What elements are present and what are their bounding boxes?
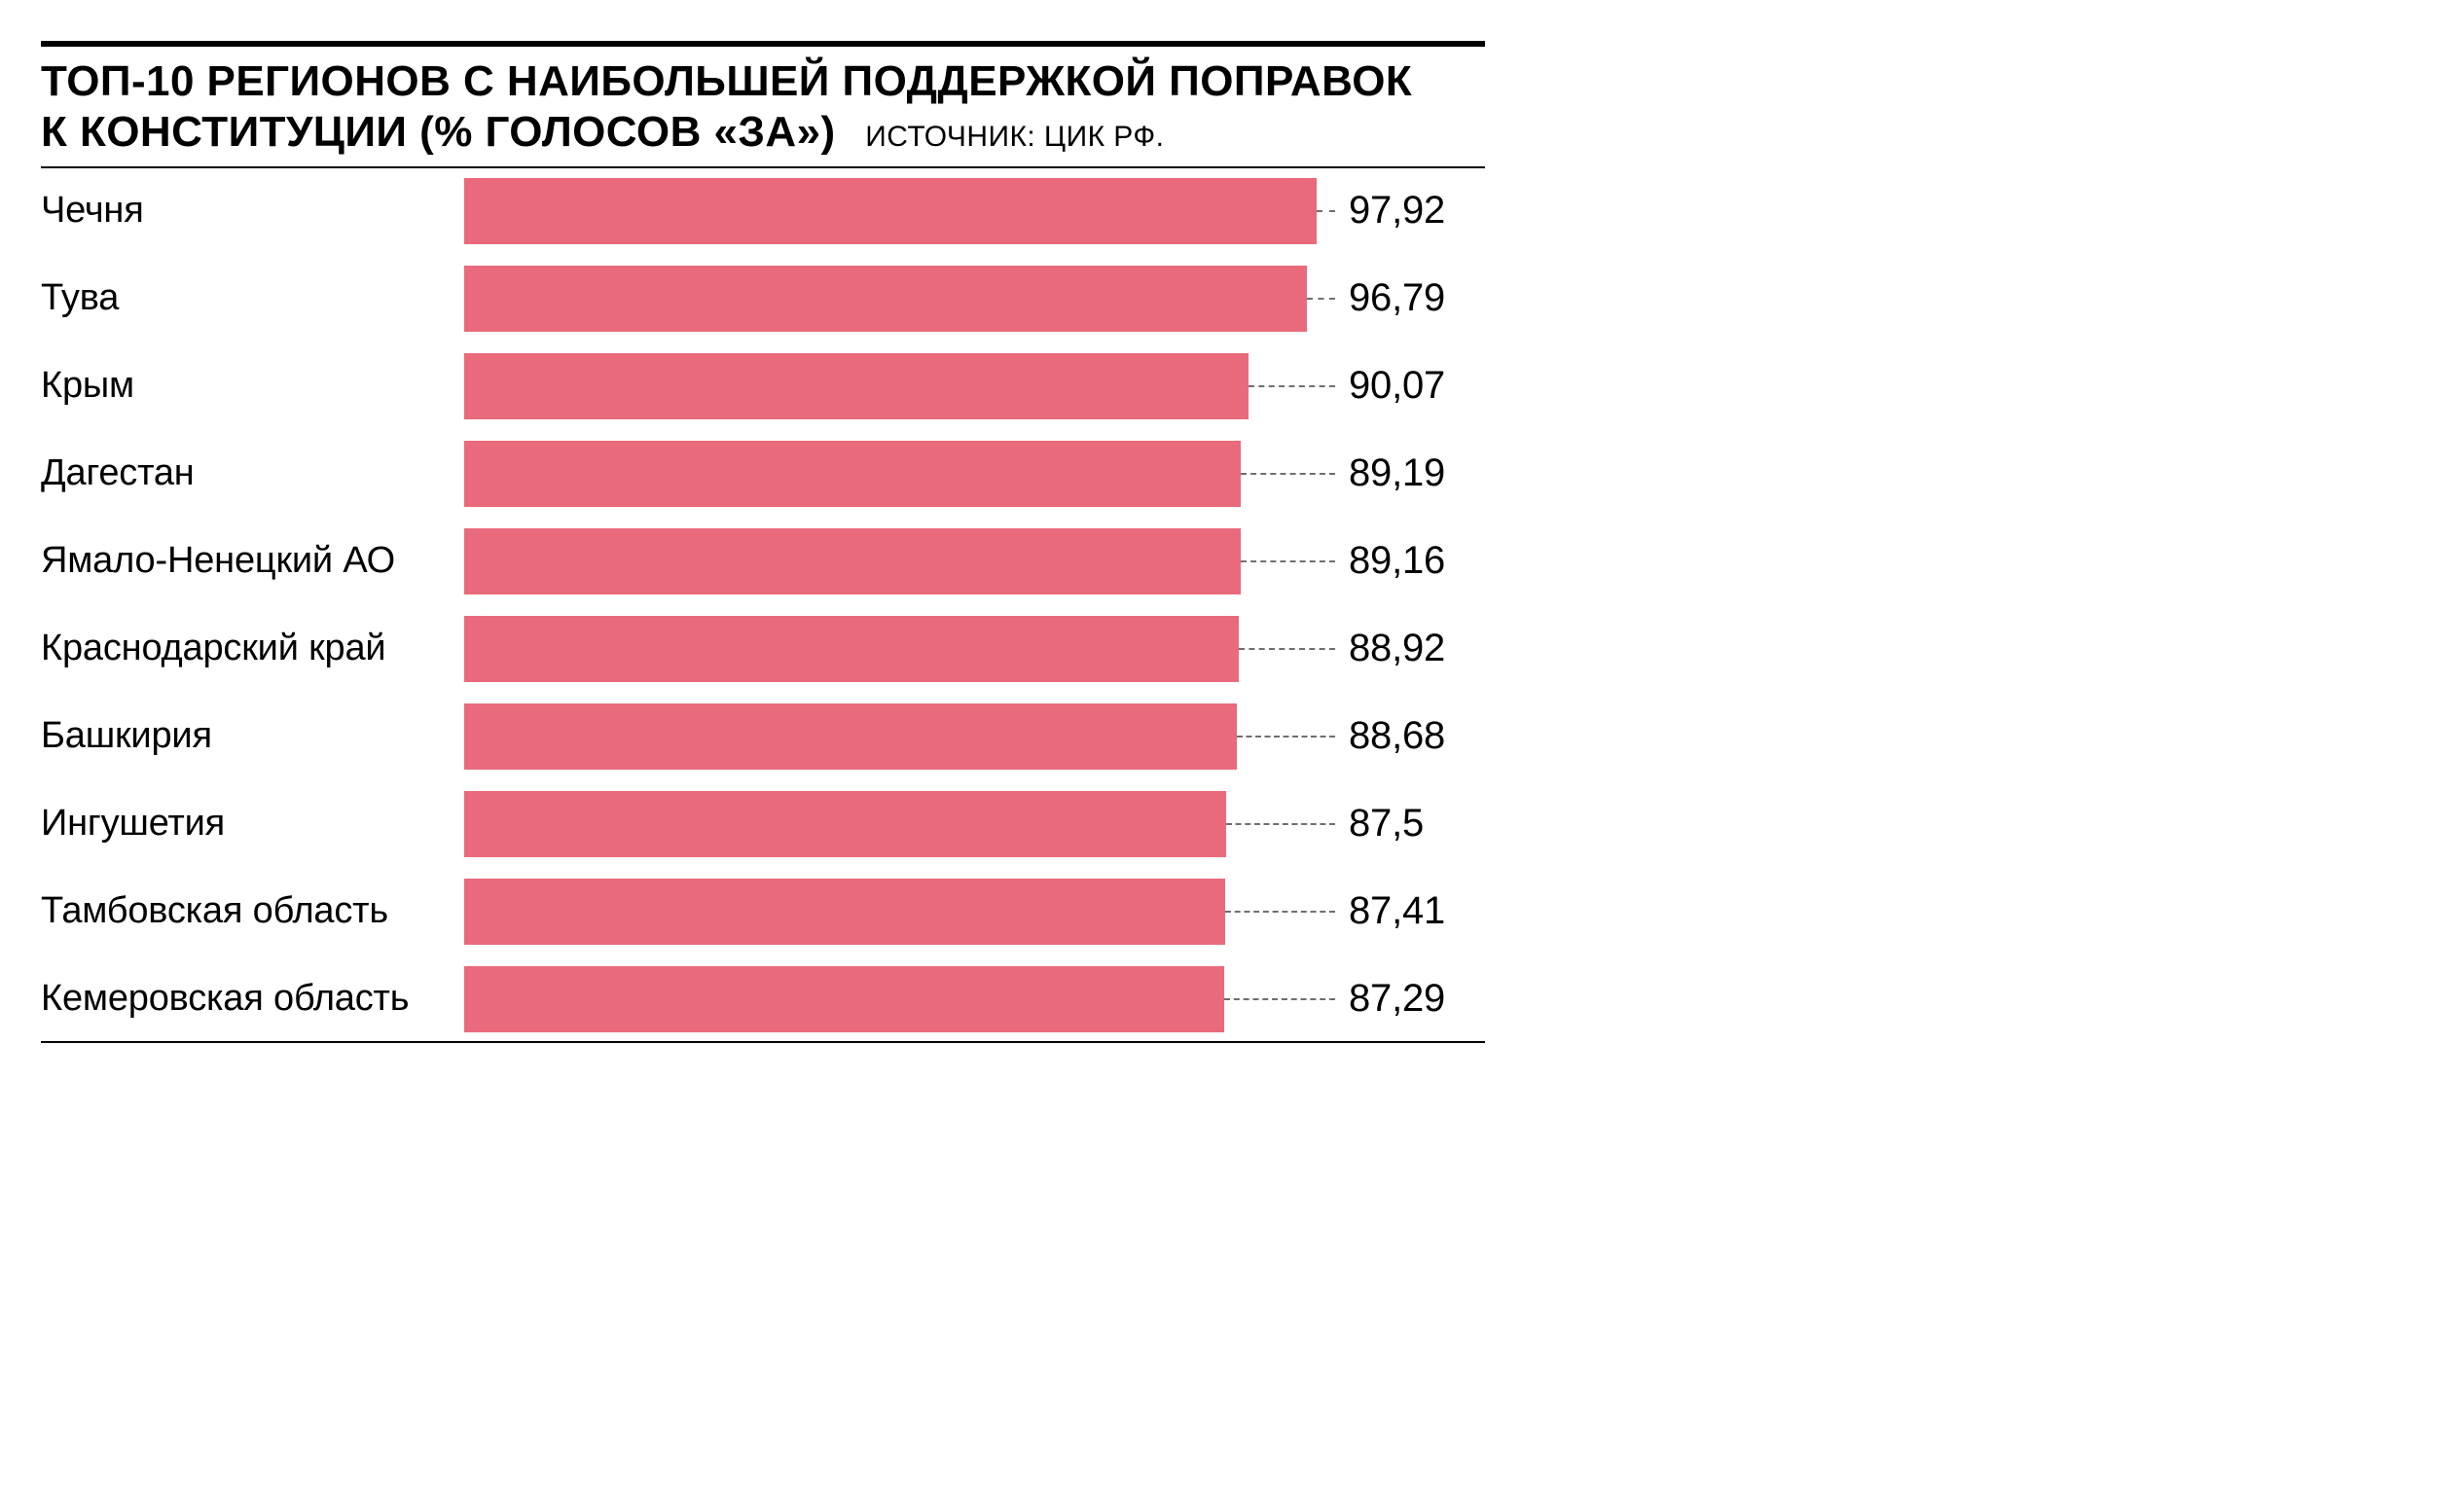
bar-row: Ямало-Ненецкий АО 89,16 [41,528,1485,594]
chart-source: ИСТОЧНИК: ЦИК РФ. [865,121,1164,153]
category-label: Дагестан [41,452,464,494]
leader-line [1249,385,1335,387]
bar-fill [464,528,1241,594]
bar-row: Дагестан 89,19 [41,441,1485,507]
category-label: Тамбовская область [41,890,464,932]
bar-row: Кемеровская область 87,29 [41,966,1485,1032]
value-label: 89,19 [1335,451,1485,495]
bottom-rule [41,1041,1485,1043]
bar-track [464,966,1335,1032]
bar-row: Тува 96,79 [41,266,1485,332]
leader-line [1237,736,1335,738]
category-label: Ингушетия [41,803,464,845]
bar-row: Ингушетия 87,5 [41,791,1485,857]
bar-track [464,616,1335,682]
category-label: Чечня [41,190,464,232]
chart-title: ТОП-10 РЕГИОНОВ С НАИБОЛЬШЕЙ ПОДДЕРЖКОЙ … [41,56,1485,158]
category-label: Крым [41,365,464,407]
value-label: 89,16 [1335,539,1485,583]
value-label: 88,92 [1335,627,1485,670]
bar-track [464,703,1335,770]
category-label: Ямало-Ненецкий АО [41,540,464,582]
bar-row: Башкирия 88,68 [41,703,1485,770]
category-label: Краснодарский край [41,628,464,669]
bar-fill [464,353,1249,419]
bar-fill [464,703,1237,770]
chart-title-line1: ТОП-10 РЕГИОНОВ С НАИБОЛЬШЕЙ ПОДДЕРЖКОЙ … [41,57,1412,105]
bar-fill [464,441,1241,507]
bar-rows: Чечня 97,92 Тува 96,79 Крым 90,07 Дагестан 89,1… [41,168,1485,1032]
leader-line [1317,210,1335,212]
bar-track [464,353,1335,419]
category-label: Кемеровская область [41,978,464,1020]
value-label: 87,41 [1335,889,1485,933]
leader-line [1224,998,1335,1000]
category-label: Тува [41,277,464,319]
leader-line [1241,560,1335,562]
value-label: 87,5 [1335,802,1485,846]
value-label: 87,29 [1335,977,1485,1021]
bar-fill [464,791,1226,857]
chart-container: ТОП-10 РЕГИОНОВ С НАИБОЛЬШЕЙ ПОДДЕРЖКОЙ … [0,0,1526,1084]
bar-row: Тамбовская область 87,41 [41,879,1485,945]
bar-fill [464,178,1317,244]
bar-fill [464,616,1239,682]
bar-track [464,441,1335,507]
bar-row: Крым 90,07 [41,353,1485,419]
leader-line [1307,298,1335,300]
bar-row: Краснодарский край 88,92 [41,616,1485,682]
bar-fill [464,879,1225,945]
bar-row: Чечня 97,92 [41,178,1485,244]
bar-track [464,528,1335,594]
title-block: ТОП-10 РЕГИОНОВ С НАИБОЛЬШЕЙ ПОДДЕРЖКОЙ … [41,47,1485,168]
bar-track [464,791,1335,857]
bar-fill [464,966,1224,1032]
bar-track [464,266,1335,332]
leader-line [1226,823,1335,825]
value-label: 88,68 [1335,714,1485,758]
category-label: Башкирия [41,715,464,757]
leader-line [1241,473,1335,475]
value-label: 90,07 [1335,364,1485,408]
bar-fill [464,266,1307,332]
bar-track [464,879,1335,945]
leader-line [1225,911,1335,913]
bar-track [464,178,1335,244]
value-label: 97,92 [1335,189,1485,233]
chart-title-line2: К КОНСТИТУЦИИ (% ГОЛОСОВ «ЗА») [41,108,836,156]
value-label: 96,79 [1335,276,1485,320]
leader-line [1239,648,1335,650]
